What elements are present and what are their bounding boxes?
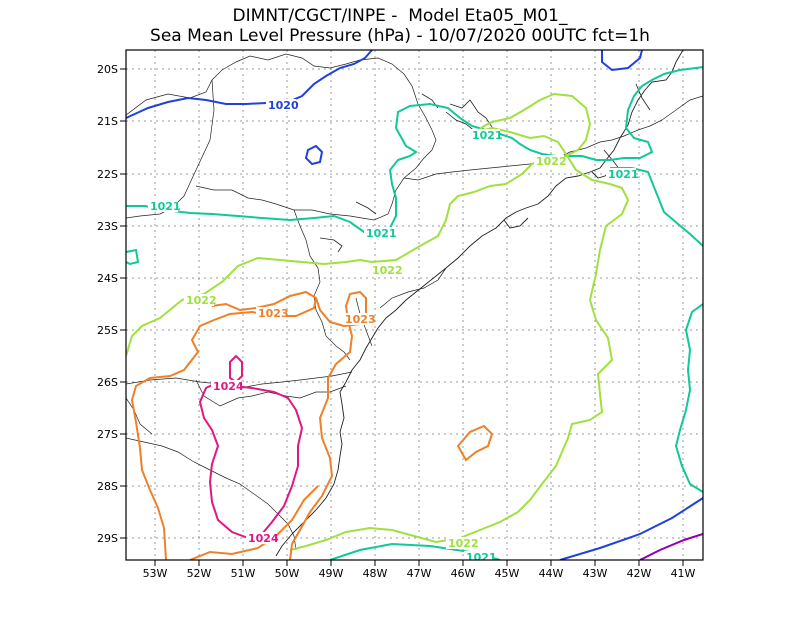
label-1022-d: 1022: [448, 537, 479, 550]
isobar-1020-ne: [601, 50, 643, 72]
map-frame: [125, 49, 704, 561]
lat-label-28s: 28S: [97, 480, 118, 493]
lat-label-20s: 20S: [97, 63, 118, 76]
lon-label-44w: 44W: [539, 567, 564, 580]
lat-label-21s: 21S: [97, 115, 118, 128]
lat-label-29s: 29S: [97, 532, 118, 545]
isobar-1023-sw: [189, 485, 319, 560]
isobar-1020-se: [559, 497, 703, 560]
lon-label-45w: 45W: [495, 567, 520, 580]
label-1021-b: 1021: [608, 168, 639, 181]
isobar-1024-closed: [229, 354, 243, 384]
isobar-1023-west: [130, 290, 318, 560]
lon-label-52w: 52W: [187, 567, 212, 580]
lat-label-26s: 26S: [97, 376, 118, 389]
lon-label-50w: 50W: [275, 567, 300, 580]
lon-label-42w: 42W: [627, 567, 652, 580]
label-1023-a: 1023: [258, 307, 289, 320]
lon-axis: [154, 560, 684, 566]
isobar-1025: [639, 533, 703, 560]
isobar-1024: [198, 382, 304, 540]
isobar-1022: [126, 92, 630, 551]
lon-label-48w: 48W: [363, 567, 388, 580]
contour-labels: 1020 1021 1021 1021 1021 1021 1022 1022 …: [148, 99, 639, 564]
label-1024-a: 1024: [213, 380, 244, 393]
label-1024-b: 1024: [248, 532, 279, 545]
map-title-line2: Sea Mean Level Pressure (hPa) - 10/07/20…: [150, 26, 650, 46]
lon-label-51w: 51W: [231, 567, 256, 580]
label-1022-a: 1022: [536, 155, 567, 168]
label-1021-c: 1021: [150, 200, 181, 213]
lon-label-41w: 41W: [671, 567, 696, 580]
label-1021-a: 1021: [472, 129, 503, 142]
coastline: [275, 50, 684, 557]
label-1022-b: 1022: [372, 264, 403, 277]
lat-label-27s: 27S: [97, 428, 118, 441]
lat-axis: [120, 68, 126, 539]
isobar-1021-north: [126, 66, 703, 236]
map-title-line1: DIMNT/CGCT/INPE - Model Eta05_M01_: [232, 6, 568, 26]
label-1021-e: 1021: [466, 551, 497, 564]
label-1021-d: 1021: [366, 227, 397, 240]
isobar-1020-west: [126, 50, 373, 119]
lon-label-46w: 46W: [451, 567, 476, 580]
isobar-1021-right: [674, 303, 703, 493]
lon-label-43w: 43W: [583, 567, 608, 580]
lon-label-53w: 53W: [143, 567, 168, 580]
label-1023-b: 1023: [345, 313, 376, 326]
lat-label-25s: 25S: [97, 324, 118, 337]
lon-label-49w: 49W: [319, 567, 344, 580]
label-1020: 1020: [268, 99, 299, 112]
lat-label-23s: 23S: [97, 220, 118, 233]
isobar-1023-closed: [456, 424, 494, 462]
label-1022-c: 1022: [186, 294, 217, 307]
lon-label-47w: 47W: [407, 567, 432, 580]
lat-label-24s: 24S: [97, 272, 118, 285]
isobar-1020-closed: [304, 144, 324, 166]
isobar-1021-sw: [126, 248, 140, 266]
lat-label-22s: 22S: [97, 168, 118, 181]
